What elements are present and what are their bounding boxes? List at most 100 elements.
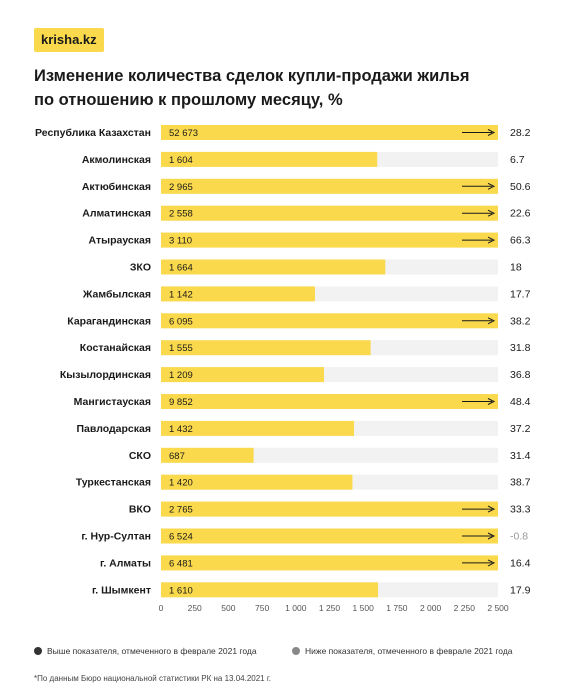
x-tick-label: 500: [221, 603, 235, 613]
bar: [161, 420, 355, 436]
category-label: г. Алматы: [100, 557, 151, 569]
change-label: 66.3: [510, 235, 531, 247]
footnote: *По данным Бюро национальной статистики …: [34, 674, 271, 683]
value-label: 687: [169, 451, 185, 462]
bar: [161, 125, 498, 140]
bar: [161, 582, 379, 598]
category-label: ВКО: [129, 504, 151, 516]
bar: [161, 151, 378, 167]
change-label: 16.4: [510, 557, 531, 569]
value-label: 1 610: [169, 585, 193, 596]
bar: [161, 367, 324, 383]
x-tick-label: 1 250: [319, 603, 341, 613]
change-label: 33.3: [510, 504, 531, 516]
change-label: 36.8: [510, 369, 531, 381]
bar: [161, 178, 498, 194]
value-label: 3 110: [169, 236, 192, 247]
change-label: 37.2: [510, 423, 531, 435]
overflow-arrow-head: [487, 532, 496, 540]
x-tick-label: 750: [255, 603, 269, 613]
category-label: Атырауская: [89, 235, 151, 247]
bar: [161, 205, 498, 221]
value-label: 1 142: [169, 289, 193, 300]
change-label: 17.7: [510, 288, 531, 300]
value-label: 1 664: [169, 263, 193, 274]
bar: [161, 555, 498, 571]
value-label: 9 852: [169, 397, 193, 408]
category-label: г. Нур-Султан: [81, 531, 151, 543]
value-label: 6 524: [169, 532, 193, 543]
overflow-arrow-head: [487, 182, 496, 190]
legend-above: Выше показателя, отмеченного в феврале 2…: [34, 646, 257, 656]
chart-title: Изменение количества сделок купли-продаж…: [34, 64, 554, 112]
value-label: 2 965: [169, 182, 193, 193]
category-label: ЗКО: [130, 262, 151, 274]
chart-title-line-1: Изменение количества сделок купли-продаж…: [34, 67, 470, 85]
change-label: 50.6: [510, 181, 531, 193]
value-label: 2 558: [169, 209, 193, 220]
x-tick-label: 1 000: [285, 603, 307, 613]
value-label: 2 765: [169, 505, 193, 516]
x-tick-label: 250: [188, 603, 202, 613]
category-label: Павлодарская: [77, 423, 152, 435]
bar: [161, 474, 353, 490]
value-label: 1 432: [169, 424, 193, 435]
overflow-arrow-head: [487, 236, 496, 244]
legend-below: Ниже показателя, отмеченного в феврале 2…: [292, 646, 513, 656]
bar: [161, 313, 498, 329]
legend-below-dot: [292, 647, 300, 655]
bar: [161, 501, 498, 517]
x-tick-label: 2 500: [487, 603, 509, 613]
change-label: 31.4: [510, 450, 531, 462]
change-label: 38.2: [510, 315, 531, 327]
category-label: Актюбинская: [82, 181, 151, 193]
value-label: 1 209: [169, 370, 193, 381]
x-tick-label: 1 750: [386, 603, 408, 613]
category-label: Костанайская: [80, 342, 151, 354]
bar: [161, 259, 386, 275]
category-label: Туркестанская: [76, 477, 151, 489]
change-label: 28.2: [510, 127, 531, 139]
value-label: 1 604: [169, 155, 193, 166]
value-label: 6 095: [169, 316, 193, 327]
chart-title-line-2: по отношению к прошлому месяцу, %: [34, 91, 343, 109]
krisha-logo: krisha.kz: [34, 28, 104, 52]
category-label: Жамбылская: [82, 288, 151, 300]
bar: [161, 528, 498, 544]
overflow-arrow-head: [487, 505, 496, 513]
change-label: 6.7: [510, 154, 525, 166]
category-label: Карагандинская: [67, 315, 151, 327]
category-label: Республика Казахстан: [35, 127, 151, 139]
overflow-arrow-head: [487, 398, 496, 405]
value-label: 52 673: [169, 128, 198, 139]
category-label: Алматинская: [82, 208, 151, 220]
bar: [161, 394, 498, 409]
bar: [161, 232, 498, 248]
bar: [161, 286, 315, 302]
category-label: Кызылординская: [60, 369, 151, 381]
bar-chart: Республика Казахстан 52 673 28.2 Акмолинска…: [35, 125, 531, 613]
x-tick-label: 2 000: [420, 603, 442, 613]
category-label: СКО: [129, 450, 151, 462]
bar: [161, 340, 371, 356]
category-label: г. Шымкент: [92, 584, 151, 596]
change-label: 38.7: [510, 477, 531, 489]
legend-above-label: Выше показателя, отмеченного в феврале 2…: [47, 646, 257, 656]
value-label: 6 481: [169, 558, 193, 569]
category-label: Мангистауская: [74, 396, 151, 408]
value-label: 1 420: [169, 478, 193, 489]
change-label: 22.6: [510, 208, 531, 220]
value-label: 1 555: [169, 343, 193, 354]
x-tick-label: 2 250: [454, 603, 476, 613]
category-label: Акмолинская: [82, 154, 151, 166]
change-label: 31.8: [510, 342, 531, 354]
overflow-arrow-head: [487, 209, 496, 217]
x-tick-label: 1 500: [353, 603, 375, 613]
change-label: -0.8: [510, 531, 528, 543]
change-label: 18: [510, 262, 522, 274]
overflow-arrow-head: [487, 129, 496, 136]
change-label: 48.4: [510, 396, 531, 408]
legend-below-label: Ниже показателя, отмеченного в феврале 2…: [305, 646, 513, 656]
overflow-arrow-head: [487, 317, 496, 325]
overflow-arrow-head: [487, 559, 496, 567]
